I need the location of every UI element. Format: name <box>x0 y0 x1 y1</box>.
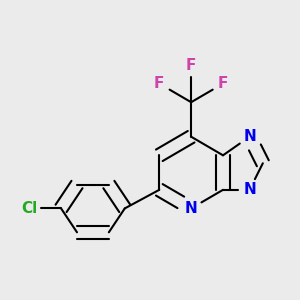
Text: N: N <box>185 201 197 216</box>
Text: Cl: Cl <box>21 201 37 216</box>
Text: N: N <box>243 129 256 144</box>
Text: F: F <box>154 76 164 91</box>
Text: F: F <box>218 76 228 91</box>
Text: N: N <box>243 182 256 197</box>
Text: F: F <box>186 58 196 73</box>
